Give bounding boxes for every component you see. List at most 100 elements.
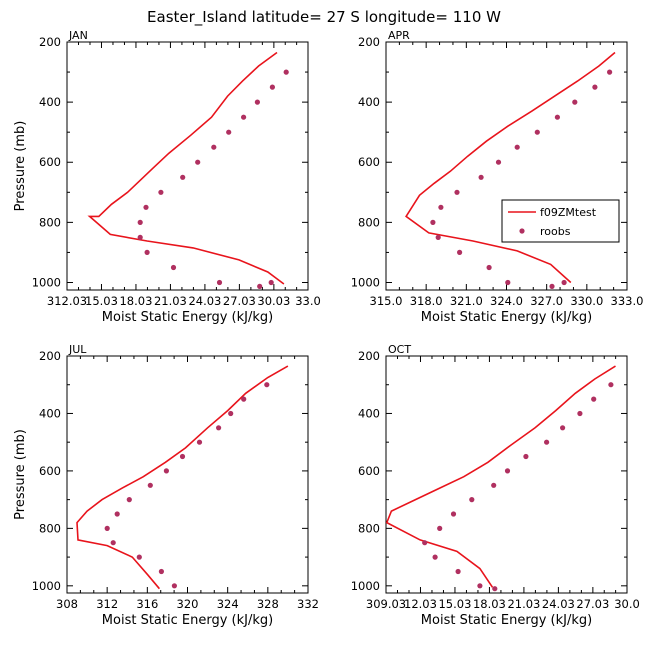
x-tick-label: 21.03 — [154, 294, 187, 308]
obs-point — [514, 144, 520, 150]
obs-point — [257, 283, 263, 289]
y-tick-label: 200 — [358, 35, 380, 49]
obs-point — [137, 234, 143, 240]
x-axis-label: Moist Static Energy (kJ/kg) — [421, 613, 592, 628]
x-tick-label: 312.03 — [47, 294, 87, 308]
obs-point — [226, 129, 232, 135]
obs-point — [143, 204, 149, 210]
obs-point — [430, 219, 436, 225]
panel-apr: APR 315.0 318.0 321.0 324.0 327.0 330.0 333.0 20… — [351, 29, 644, 325]
obs-point — [163, 468, 169, 474]
obs-point — [158, 189, 164, 195]
x-tick-label: 332 — [297, 597, 319, 611]
plot-frame — [385, 41, 628, 291]
obs-point — [478, 174, 484, 180]
legend-point-swatch — [519, 228, 525, 234]
y-tick-label: 600 — [358, 155, 380, 169]
x-tick-label: 15.03 — [438, 597, 471, 611]
series-line-f09zmtest — [76, 365, 289, 590]
y-tick-label: 200 — [39, 349, 61, 363]
obs-point — [137, 219, 143, 225]
obs-point — [104, 525, 110, 532]
obs-point — [269, 84, 275, 90]
obs-point — [110, 540, 116, 546]
x-tick-label: 320 — [177, 597, 199, 611]
obs-point — [486, 264, 492, 271]
obs-point — [241, 396, 247, 402]
x-tick-label: 30.0 — [614, 597, 640, 611]
obs-point — [577, 410, 583, 417]
plot-frame — [66, 41, 309, 291]
y-tick-label: 400 — [358, 406, 380, 420]
x-tick-label: 324.0 — [490, 294, 523, 308]
legend-box — [501, 199, 620, 243]
x-tick-label: 27.03 — [576, 597, 609, 611]
obs-point — [544, 439, 550, 445]
y-tick-label: 400 — [358, 95, 380, 109]
obs-point — [591, 396, 597, 402]
obs-point — [608, 382, 614, 388]
chart-title: Easter_Island latitude= 27 S longitude= … — [147, 8, 501, 27]
panel-label: APR — [388, 29, 410, 42]
x-tick-label: 318.0 — [410, 294, 443, 308]
obs-point — [560, 425, 566, 431]
y-tick-label: 600 — [39, 464, 61, 478]
y-tick-label: 600 — [39, 155, 61, 169]
obs-point — [437, 525, 443, 532]
obs-point — [170, 264, 177, 271]
obs-point — [158, 568, 164, 575]
obs-point — [607, 69, 613, 75]
panel-label: OCT — [388, 343, 411, 356]
obs-point — [455, 568, 461, 575]
obs-point — [216, 279, 223, 286]
obs-point — [523, 453, 529, 460]
y-tick-label: 800 — [39, 521, 61, 535]
plot-frame — [66, 355, 309, 594]
obs-point — [592, 84, 598, 90]
y-tick-label: 1000 — [32, 275, 61, 289]
y-axis-label: Pressure (mb) — [13, 429, 28, 520]
panel-label: JUL — [68, 343, 87, 356]
x-tick-label: 309.03 — [366, 597, 406, 611]
x-tick-label: 21.03 — [507, 597, 540, 611]
y-tick-label: 600 — [358, 464, 380, 478]
x-tick-label: 321.0 — [450, 294, 483, 308]
obs-point — [136, 554, 142, 560]
obs-point — [561, 279, 567, 286]
series-line-f09zmtest — [87, 51, 285, 285]
obs-point — [228, 410, 234, 417]
plot-frame — [385, 355, 628, 594]
y-tick-label: 400 — [39, 95, 61, 109]
x-tick-label: 12.03 — [404, 597, 437, 611]
y-tick-label: 800 — [39, 215, 61, 229]
obs-point — [572, 99, 578, 105]
obs-point — [422, 540, 428, 546]
legend-entry-model: f09ZMtest — [540, 206, 597, 219]
obs-point — [505, 279, 511, 286]
x-tick-label: 324 — [217, 597, 239, 611]
obs-point — [144, 249, 150, 255]
obs-point — [126, 497, 132, 503]
legend-entry-obs: roobs — [540, 225, 571, 238]
y-axis-label: Pressure (mb) — [13, 121, 28, 212]
x-tick-label: 18.03 — [473, 597, 506, 611]
obs-point — [491, 482, 497, 488]
x-tick-label: 27.03 — [223, 294, 256, 308]
x-tick-label: 328 — [257, 597, 279, 611]
x-tick-label: 33.0 — [295, 294, 321, 308]
obs-point — [432, 554, 438, 560]
x-tick-label: 18.03 — [119, 294, 152, 308]
y-tick-label: 800 — [358, 521, 380, 535]
obs-point — [504, 468, 511, 474]
series-line-f09zmtest — [405, 51, 616, 284]
obs-point — [147, 482, 153, 488]
panel-label: JAN — [68, 29, 88, 42]
y-tick-label: 1000 — [351, 275, 380, 289]
x-tick-label: 24.03 — [542, 597, 575, 611]
obs-point — [195, 159, 201, 165]
x-tick-label: 24.03 — [188, 294, 221, 308]
obs-point — [549, 283, 555, 289]
panel-jul: JUL 308 312 316 320 324 328 332 200 400 600 800 1000… — [13, 343, 319, 628]
